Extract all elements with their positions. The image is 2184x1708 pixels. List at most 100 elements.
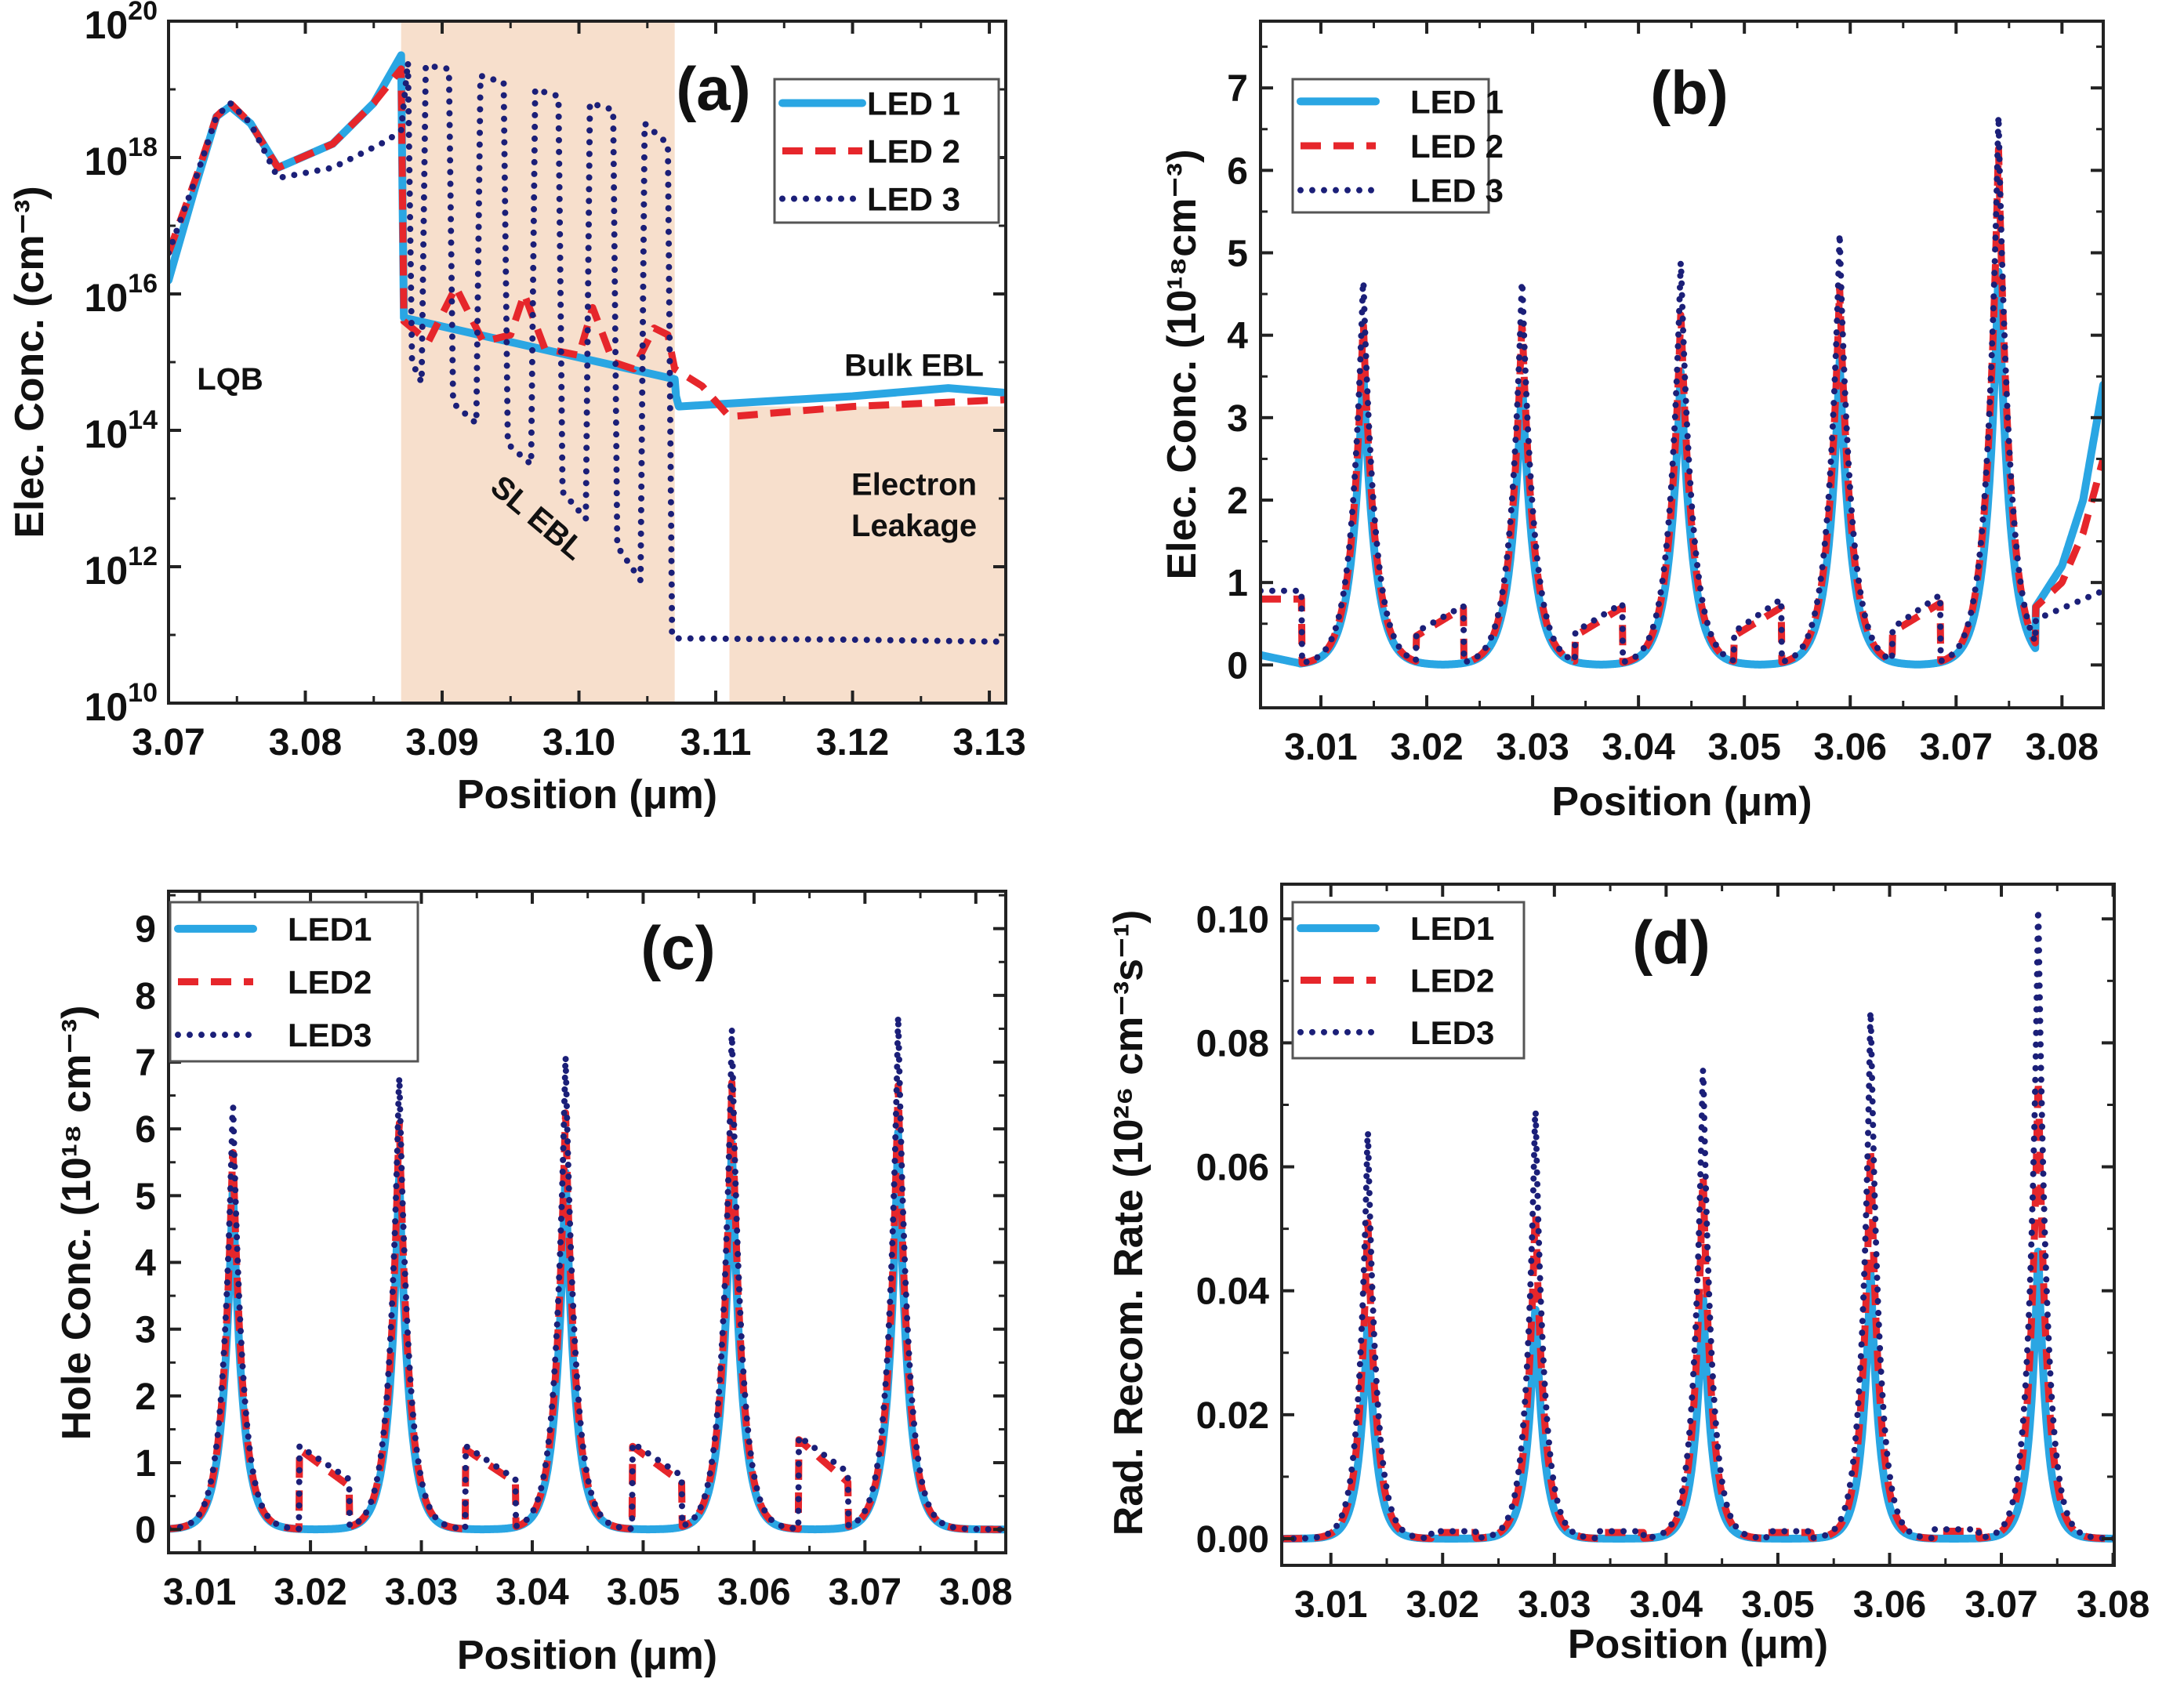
x-tick-label: 3.03 bbox=[1496, 727, 1569, 768]
legend-label-led2: LED2 bbox=[288, 964, 372, 1001]
legend-label-led1: LED1 bbox=[1410, 910, 1494, 947]
y-tick-label: 1020 bbox=[85, 0, 158, 47]
y-tick-label: 1016 bbox=[85, 269, 158, 320]
legend-label-led3: LED 3 bbox=[1410, 172, 1504, 209]
annotation: LQB bbox=[197, 362, 263, 397]
x-tick-label: 3.12 bbox=[816, 722, 889, 763]
y-axis-title: Hole Conc. (10¹⁸ cm⁻³) bbox=[54, 1006, 100, 1441]
x-tick-label: 3.01 bbox=[1294, 1584, 1367, 1626]
y-tick-base: 10 bbox=[85, 412, 129, 456]
plot-frame bbox=[1280, 883, 2116, 1567]
y-tick-exponent: 14 bbox=[128, 405, 158, 435]
legend-label-led1: LED1 bbox=[288, 911, 372, 948]
annotation: Leakage bbox=[851, 509, 977, 543]
y-tick-label: 2 bbox=[1227, 480, 1248, 522]
y-tick-label: 0.06 bbox=[1196, 1148, 1269, 1189]
legend-label-led2: LED 2 bbox=[867, 133, 960, 170]
plot-frame bbox=[1259, 20, 2105, 709]
y-tick-base: 10 bbox=[85, 549, 129, 593]
plot-area bbox=[1282, 906, 2114, 1543]
x-tick-label: 3.04 bbox=[1630, 1584, 1703, 1626]
y-tick-label: 3 bbox=[1227, 398, 1248, 440]
x-tick-label: 3.08 bbox=[2077, 1584, 2150, 1626]
y-tick-label: 1 bbox=[135, 1443, 156, 1485]
x-tick-label: 3.03 bbox=[1518, 1584, 1591, 1626]
x-axis-title: Position (μm) bbox=[457, 1633, 717, 1678]
legend-label-led3: LED 3 bbox=[867, 181, 960, 218]
panel-label: (c) bbox=[640, 913, 715, 982]
x-tick-label: 3.09 bbox=[405, 722, 478, 763]
y-tick-label: 9 bbox=[135, 909, 156, 951]
legend-label-led2: LED 2 bbox=[1410, 128, 1504, 165]
y-tick-exponent: 18 bbox=[128, 132, 158, 162]
y-tick-exponent: 10 bbox=[128, 678, 158, 708]
y-tick-label: 4 bbox=[135, 1243, 156, 1285]
y-tick-label: 0 bbox=[135, 1510, 156, 1551]
x-tick-label: 3.06 bbox=[1853, 1584, 1926, 1626]
x-tick-label: 3.07 bbox=[132, 722, 205, 763]
annotation: Electron bbox=[851, 468, 977, 502]
y-tick-label: 6 bbox=[1227, 150, 1248, 192]
x-tick-label: 3.13 bbox=[952, 722, 1025, 763]
y-tick-exponent: 12 bbox=[128, 542, 158, 571]
x-tick-label: 3.05 bbox=[1741, 1584, 1814, 1626]
x-tick-label: 3.06 bbox=[1814, 727, 1887, 768]
x-tick-label: 3.07 bbox=[829, 1572, 902, 1613]
y-tick-label: 1010 bbox=[85, 678, 158, 729]
y-axis-title: Elec. Conc. (cm⁻³) bbox=[7, 186, 53, 538]
x-axis-title: Position (μm) bbox=[457, 772, 717, 818]
x-tick-label: 3.01 bbox=[163, 1572, 236, 1613]
y-tick-label: 0.04 bbox=[1196, 1271, 1270, 1313]
x-tick-label: 3.04 bbox=[495, 1572, 569, 1613]
chart-panel-a: 3.07 3.08 3.09 3.10 3.11 3.12 3.13101010121014… bbox=[7, 0, 1026, 818]
x-tick-label: 3.05 bbox=[1707, 727, 1780, 768]
x-tick-label: 3.04 bbox=[1602, 727, 1675, 768]
x-tick-label: 3.02 bbox=[1406, 1584, 1479, 1626]
series-line-led2 bbox=[1282, 1076, 2114, 1543]
chart-panel-d: 3.01 3.02 3.03 3.04 3.05 3.06 3.07 3.08 0.00 0.02… bbox=[1106, 883, 2150, 1667]
legend: LED1 LED2 LED3 bbox=[169, 901, 419, 1063]
legend: LED1 LED2 LED3 bbox=[1291, 901, 1526, 1060]
y-tick-label: 0.02 bbox=[1196, 1395, 1269, 1437]
y-tick-label: 7 bbox=[135, 1043, 156, 1084]
x-tick-label: 3.10 bbox=[542, 722, 615, 763]
x-tick-label: 3.02 bbox=[1390, 727, 1463, 768]
x-tick-label: 3.01 bbox=[1284, 727, 1357, 768]
legend: LED 1 LED 2 LED 3 bbox=[773, 78, 1000, 224]
series-line-led3 bbox=[1261, 113, 2103, 666]
chart-panel-b: 3.01 3.02 3.03 3.04 3.05 3.06 3.07 3.08 0 1 2 3 4 5 6 7… bbox=[1159, 20, 2105, 825]
y-axis-title: Rad. Recom. Rate (10²⁶ cm⁻³s⁻¹) bbox=[1106, 910, 1152, 1536]
chart-panel-c: 3.01 3.02 3.03 3.04 3.05 3.06 3.07 3.08 0 1 2 3 4 5 6 7… bbox=[54, 890, 1013, 1678]
y-tick-label: 1014 bbox=[85, 405, 158, 456]
y-tick-exponent: 20 bbox=[128, 0, 158, 26]
shaded-region bbox=[729, 406, 1006, 703]
panel-label: (a) bbox=[676, 54, 750, 123]
y-tick-label: 8 bbox=[135, 976, 156, 1017]
panel-label: (b) bbox=[1650, 58, 1729, 127]
x-tick-label: 3.02 bbox=[274, 1572, 346, 1613]
y-tick-label: 1012 bbox=[85, 542, 158, 593]
y-tick-label: 1 bbox=[1227, 563, 1248, 604]
legend-label-led3: LED3 bbox=[1410, 1014, 1494, 1051]
x-tick-label: 3.03 bbox=[385, 1572, 458, 1613]
shaded-region bbox=[401, 21, 675, 703]
y-tick-label: 2 bbox=[135, 1376, 156, 1418]
y-tick-base: 10 bbox=[85, 3, 129, 47]
y-tick-label: 0.08 bbox=[1196, 1023, 1269, 1064]
legend-label-led2: LED2 bbox=[1410, 963, 1494, 999]
y-tick-base: 10 bbox=[85, 685, 129, 729]
y-tick-label: 0.10 bbox=[1196, 899, 1269, 941]
legend-label-led1: LED 1 bbox=[1410, 83, 1504, 120]
x-tick-label: 3.08 bbox=[269, 722, 342, 763]
x-axis-title: Position (μm) bbox=[1568, 1622, 1828, 1667]
x-tick-label: 3.05 bbox=[607, 1572, 680, 1613]
y-tick-exponent: 16 bbox=[128, 269, 158, 299]
y-tick-label: 0.00 bbox=[1196, 1519, 1269, 1561]
x-tick-label: 3.08 bbox=[939, 1572, 1012, 1613]
y-tick-label: 6 bbox=[135, 1109, 156, 1151]
plot-area bbox=[169, 1013, 1006, 1534]
legend-label-led3: LED3 bbox=[288, 1017, 372, 1053]
x-axis-title: Position (μm) bbox=[1551, 779, 1812, 825]
plot-area bbox=[1261, 113, 2103, 669]
